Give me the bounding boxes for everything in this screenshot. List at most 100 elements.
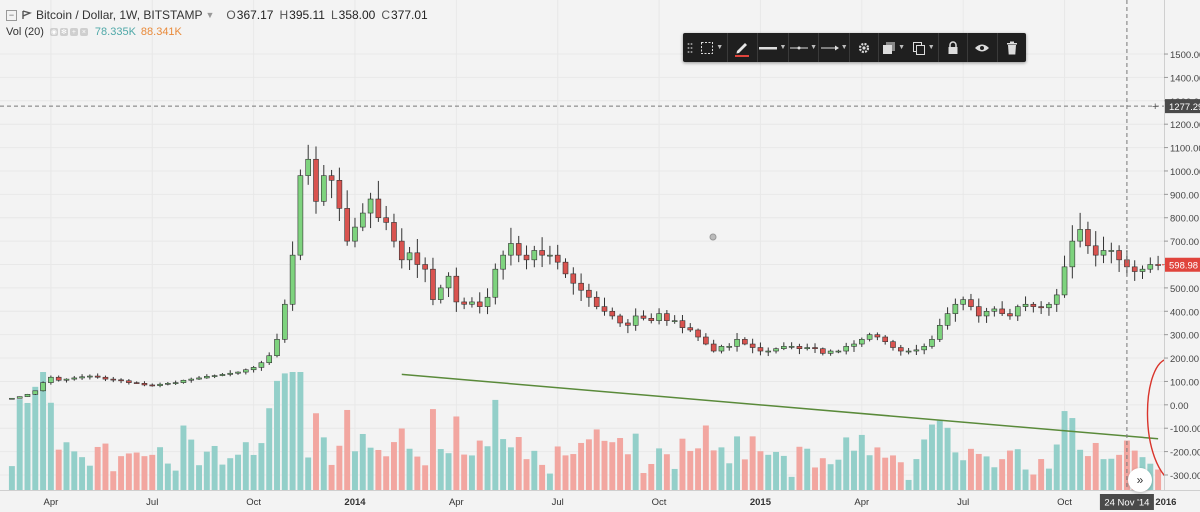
candle-body: [445, 275, 452, 289]
eye-icon[interactable]: [968, 33, 998, 62]
time-axis[interactable]: [0, 490, 1200, 512]
candle-body: [313, 158, 319, 202]
ohlc-close-label: C: [381, 8, 391, 22]
candle-body: [141, 383, 148, 386]
volume-bar: [585, 439, 592, 490]
candle-body: [640, 315, 647, 319]
pencil-icon[interactable]: [727, 33, 757, 62]
volume-bar: [890, 455, 896, 490]
selection-box-icon[interactable]: ▼: [697, 33, 727, 62]
volume-bar: [718, 447, 725, 490]
price-axis[interactable]: [1164, 0, 1200, 490]
candle-body: [718, 346, 725, 352]
candle-body: [71, 377, 78, 380]
volume-bar: [617, 438, 624, 490]
volume-bar: [1006, 450, 1013, 490]
volume-bar: [921, 439, 928, 490]
volume-bar: [1084, 456, 1091, 490]
candle-body: [703, 336, 709, 345]
volume-bar: [242, 442, 249, 490]
close-icon[interactable]: ×: [79, 28, 88, 36]
gear-icon[interactable]: [850, 33, 878, 62]
volume-bar: [1053, 444, 1060, 490]
candle-body: [897, 347, 904, 352]
volume-bar: [476, 440, 483, 490]
candle-body: [523, 254, 530, 261]
gear-icon[interactable]: ✻: [59, 28, 68, 36]
volume-bar: [656, 448, 663, 490]
volume-bar: [663, 454, 670, 490]
volume-bar: [188, 439, 195, 490]
volume-bar: [702, 425, 709, 490]
eye-icon[interactable]: ◉: [49, 28, 58, 36]
candle-body: [235, 371, 241, 374]
candle-body: [204, 375, 210, 379]
toolbar-divider: [818, 33, 820, 62]
collapse-icon[interactable]: −: [6, 9, 17, 21]
candle-body: [632, 315, 639, 326]
candle-body: [843, 346, 850, 352]
candle-body: [266, 355, 273, 364]
candle-body: [586, 289, 592, 298]
scroll-to-realtime-button[interactable]: »: [1128, 468, 1152, 492]
volume-bar: [1030, 474, 1037, 490]
plus-icon[interactable]: +: [69, 28, 78, 36]
candle-body: [180, 379, 187, 383]
volume-bar: [1116, 454, 1123, 490]
candle-body: [648, 317, 655, 321]
volume-title[interactable]: Vol (20): [6, 26, 44, 38]
copy-icon[interactable]: ▼: [908, 33, 938, 62]
candle-body: [1139, 268, 1146, 272]
volume-bar: [32, 386, 39, 490]
toolbar-divider: [726, 33, 728, 62]
volume-bar: [47, 402, 54, 490]
candle-body: [820, 348, 826, 354]
candle-body: [63, 378, 70, 381]
candle-body: [16, 396, 23, 399]
volume-bar: [819, 458, 826, 490]
arrow-style-icon[interactable]: ▼: [819, 33, 849, 62]
chevron-down-icon[interactable]: ▼: [205, 10, 215, 20]
candle-body: [1030, 303, 1037, 307]
volume-bar: [640, 473, 647, 490]
volume-bar: [180, 425, 187, 490]
volume-bar: [297, 372, 304, 490]
lock-icon[interactable]: [939, 33, 967, 62]
candle-body: [773, 348, 779, 352]
volume-bar: [741, 459, 748, 490]
candle-body: [515, 243, 522, 256]
toolbar-divider: [997, 33, 999, 62]
line-style-icon[interactable]: ▼: [789, 33, 819, 62]
candle-body: [1077, 229, 1083, 242]
ohlc-open-value: 367.17: [236, 8, 274, 22]
candle-body: [851, 343, 857, 347]
candle-body: [734, 339, 740, 347]
volume-bar: [422, 465, 429, 490]
trash-icon[interactable]: [998, 33, 1026, 62]
candle-body: [274, 339, 280, 357]
drag-handle-icon[interactable]: [683, 33, 697, 62]
candle-body: [172, 382, 179, 384]
line-width-icon[interactable]: ▼: [758, 33, 788, 62]
volume-bar: [929, 424, 935, 490]
candle-body: [874, 334, 881, 338]
volume-bar: [780, 455, 787, 490]
candle-body: [476, 301, 483, 307]
volume-bar: [8, 466, 15, 490]
drawing-toolbar[interactable]: ▼ ▼ ▼ ▼ ▼ ▼: [683, 33, 1026, 62]
candle-body: [944, 313, 951, 326]
volume-bar: [110, 471, 117, 490]
symbol-legend-row: − Bitcoin / Dollar, 1W, BITSTAMP ▼ O 367.…: [6, 6, 428, 24]
volume-bar: [196, 465, 202, 490]
volume-bar: [320, 437, 327, 490]
volume-bar: [500, 439, 507, 490]
candle-body: [297, 175, 304, 256]
volume-bar: [16, 399, 23, 490]
candle-body: [1046, 303, 1052, 309]
candle-body: [952, 303, 959, 314]
symbol-title[interactable]: Bitcoin / Dollar, 1W, BITSTAMP: [36, 8, 203, 22]
layers-icon[interactable]: ▼: [879, 33, 909, 62]
candle-body: [328, 175, 335, 181]
